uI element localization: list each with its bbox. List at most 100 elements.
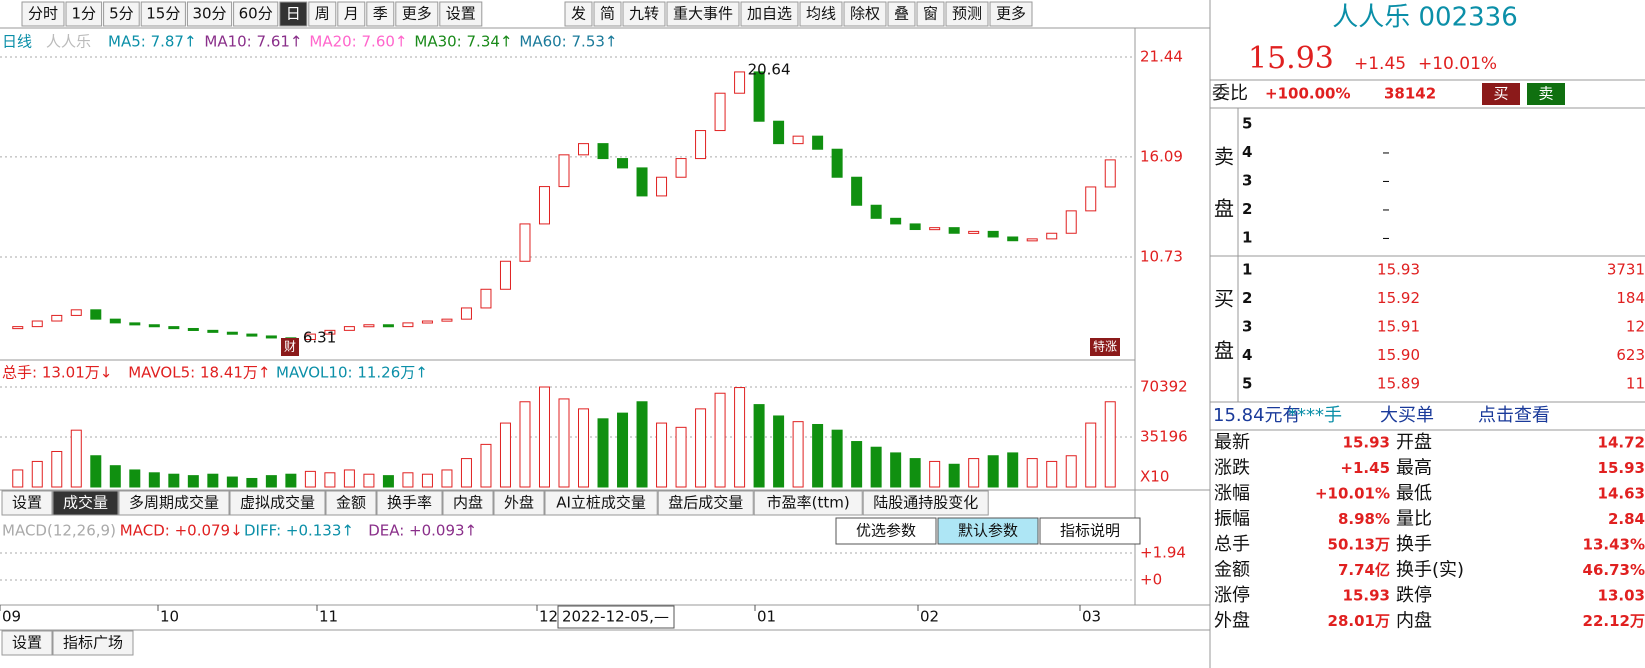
big-order[interactable]: 点击查看	[1478, 405, 1550, 426]
indicator-tab[interactable]	[325, 490, 377, 516]
toolbar-button[interactable]	[945, 1, 989, 27]
param-button[interactable]	[937, 517, 1039, 545]
volume-bar	[636, 401, 648, 488]
toolbar-button[interactable]	[233, 1, 279, 27]
param-button[interactable]	[1039, 517, 1141, 545]
toolbar-button[interactable]	[337, 1, 366, 27]
volume-legend: 总手: 13.01万↓	[2, 364, 112, 382]
toolbar-button[interactable]	[103, 1, 140, 27]
indicator-tab[interactable]	[229, 490, 326, 516]
info-value: 15.93	[1343, 434, 1390, 452]
toolbar-label: 5分	[109, 5, 134, 23]
level: 1	[1242, 229, 1252, 247]
volume-bar	[773, 415, 785, 488]
candle	[207, 329, 219, 333]
info-label: 换手	[1396, 534, 1432, 555]
bottom-tab[interactable]	[52, 630, 134, 656]
volume-bar	[460, 458, 472, 488]
candle	[402, 322, 414, 328]
info-value: 28.01万	[1328, 612, 1390, 630]
candle	[831, 148, 843, 178]
volume-bar	[695, 408, 707, 488]
x-tick-label: 03	[1082, 608, 1101, 626]
indicator-tab[interactable]	[544, 490, 658, 516]
level-price: –	[1382, 143, 1390, 161]
toolbar-button[interactable]	[887, 1, 916, 27]
info-label: 跌停	[1396, 585, 1432, 606]
toolbar-button[interactable]	[843, 1, 887, 27]
level-price: 15.93	[1377, 261, 1420, 279]
indicator-tab[interactable]	[493, 490, 545, 516]
ma-legend: MA10: 7.61↑	[204, 33, 302, 51]
candle	[363, 324, 375, 328]
indicator-tab[interactable]	[753, 490, 863, 516]
candle	[734, 71, 746, 94]
candle	[851, 176, 863, 206]
toolbar-button[interactable]	[279, 1, 308, 27]
toolbar-button[interactable]	[622, 1, 666, 27]
ma-legend: MA30: 7.34↑	[414, 33, 512, 51]
big-order: 大买单	[1380, 405, 1434, 426]
toolbar-label: 更多	[996, 5, 1026, 23]
toolbar-button[interactable]	[799, 1, 843, 27]
param-button[interactable]	[835, 517, 937, 545]
toolbar-button[interactable]	[989, 1, 1033, 27]
level-price: –	[1382, 172, 1390, 190]
indicator-tab[interactable]	[118, 490, 230, 516]
bottom-tab[interactable]	[1, 630, 53, 656]
toolbar-button[interactable]	[308, 1, 337, 27]
toolbar-button[interactable]	[593, 1, 622, 27]
toolbar-button[interactable]	[916, 1, 945, 27]
level-volume: 184	[1616, 289, 1645, 307]
indicator-tab[interactable]	[376, 490, 443, 516]
button-label: 指标说明	[1060, 522, 1120, 540]
indicator-tab[interactable]	[52, 490, 119, 516]
volume-bar	[109, 465, 121, 488]
toolbar-label: 加自选	[747, 5, 792, 23]
toolbar-button[interactable]	[564, 1, 593, 27]
toolbar-label: 均线	[806, 5, 836, 23]
toolbar-button[interactable]	[395, 1, 439, 27]
toolbar-button[interactable]	[439, 1, 483, 27]
candle	[129, 322, 141, 326]
volume-bar	[265, 475, 277, 488]
indicator-tab[interactable]	[442, 490, 494, 516]
toolbar-label: 周	[315, 5, 330, 23]
quote-pct: +10.01%	[1418, 54, 1497, 74]
toolbar-button[interactable]	[65, 1, 103, 27]
button-label: 默认参数	[958, 522, 1018, 540]
indicator-tab[interactable]	[657, 490, 754, 516]
candle	[90, 309, 102, 320]
toolbar-button[interactable]	[21, 1, 65, 27]
volume-bar	[909, 458, 921, 488]
big-order: 15.84元有	[1213, 405, 1301, 426]
toolbar-button[interactable]	[186, 1, 233, 27]
toolbar-button[interactable]	[366, 1, 395, 27]
tab-label: 虚拟成交量	[240, 494, 315, 512]
volume-bar	[343, 469, 355, 488]
toolbar-button[interactable]	[140, 1, 186, 27]
indicator-tab[interactable]	[1, 490, 53, 516]
level: 2	[1242, 200, 1252, 218]
info-value: +10.01%	[1315, 485, 1390, 503]
info-value: 14.63	[1598, 485, 1645, 503]
volume-bar	[402, 472, 414, 488]
annotation: 6.31	[303, 329, 336, 347]
candle	[1007, 236, 1019, 242]
candle	[246, 333, 258, 337]
tab-label: 内盘	[453, 494, 483, 512]
weicha: 38142	[1384, 85, 1436, 103]
tag-label: 财	[284, 340, 296, 354]
candle	[890, 217, 902, 225]
tab-label: 市盈率(ttm)	[767, 494, 850, 512]
toolbar-button[interactable]	[740, 1, 799, 27]
trade-button[interactable]	[1482, 83, 1520, 105]
candle	[12, 326, 24, 330]
volume-bar	[538, 386, 550, 488]
side-label: 盘	[1214, 197, 1234, 221]
ma-legend: MA20: 7.60↑	[309, 33, 407, 51]
trade-button[interactable]	[1527, 83, 1565, 105]
indicator-tab[interactable]	[862, 490, 989, 516]
toolbar-button[interactable]	[666, 1, 740, 27]
y-tick-label: 21.44	[1140, 47, 1183, 65]
